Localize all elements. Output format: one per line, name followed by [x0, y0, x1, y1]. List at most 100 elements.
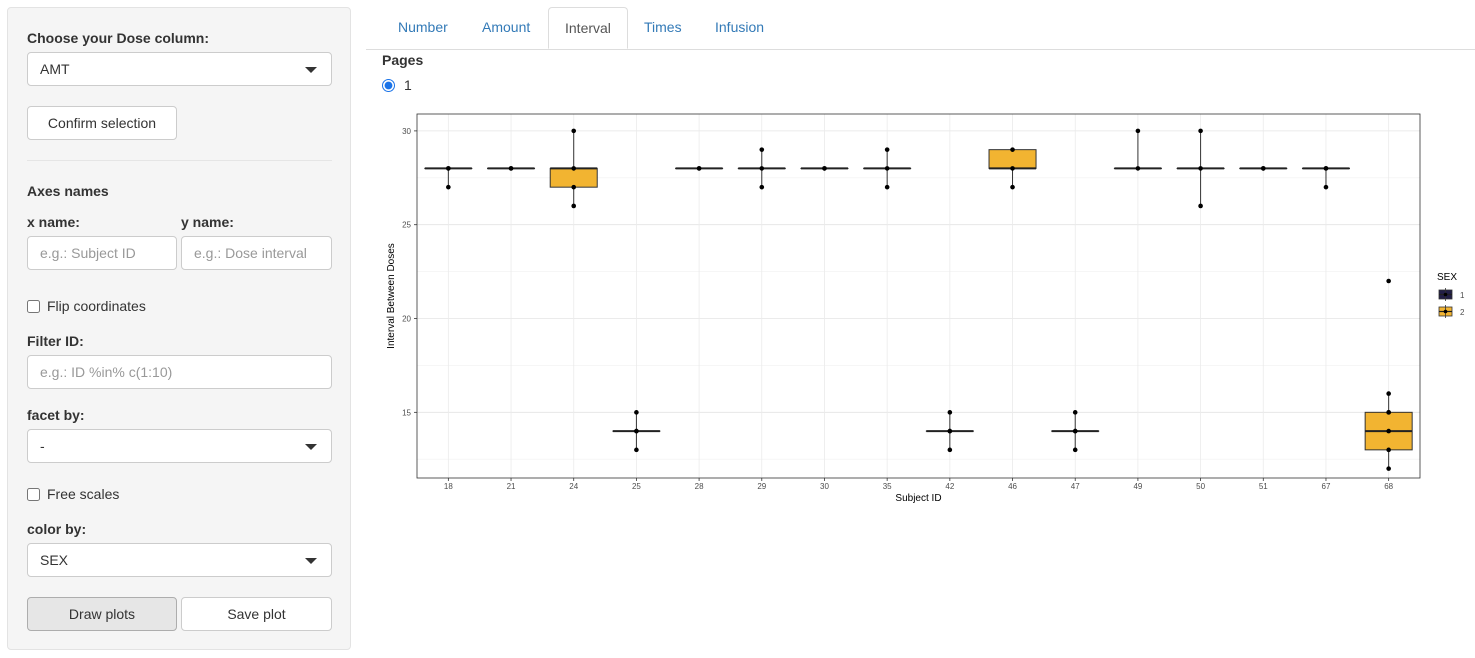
x-axis-title: Subject ID — [895, 493, 941, 504]
x-tick-label: 68 — [1384, 482, 1393, 491]
y-name-input[interactable] — [181, 236, 332, 270]
legend-label-1: 1 — [1460, 291, 1465, 300]
legend-label-2: 2 — [1460, 308, 1465, 317]
tab-times[interactable]: Times — [644, 19, 682, 35]
x-tick-label: 21 — [507, 482, 516, 491]
dose-column-value: AMT — [40, 61, 70, 77]
tab-infusion[interactable]: Infusion — [715, 19, 765, 35]
data-point — [1072, 447, 1078, 453]
free-scales-check[interactable] — [27, 487, 40, 501]
tab-interval[interactable]: Interval — [548, 7, 628, 49]
x-name-label: x name: — [27, 214, 80, 230]
data-point — [634, 428, 639, 434]
flip-coordinates-checkbox[interactable]: Flip coordinates — [27, 298, 146, 314]
data-point — [947, 410, 953, 415]
data-point — [1072, 428, 1078, 434]
data-point — [1010, 147, 1015, 152]
tab-bar: Number Amount Interval Times Infusion — [366, 7, 1475, 50]
x-tick-label: 18 — [444, 482, 453, 491]
x-tick-label: 25 — [632, 482, 641, 491]
y-axis-title: Interval Between Doses — [386, 243, 397, 349]
color-by-value: SEX — [40, 552, 69, 568]
data-point — [446, 184, 451, 190]
data-point — [1386, 391, 1391, 396]
data-point — [1386, 410, 1391, 415]
y-tick-label: 20 — [402, 315, 411, 324]
sidebar-panel: Choose your Dose column: AMT Confirm sel… — [7, 7, 351, 650]
x-tick-label: 49 — [1133, 482, 1142, 491]
x-tick-label: 28 — [695, 482, 704, 491]
page-radio-input[interactable] — [382, 78, 395, 92]
data-point — [884, 147, 890, 152]
confirm-selection-button[interactable]: Confirm selection — [27, 106, 177, 140]
data-point — [947, 447, 953, 453]
data-point — [1135, 166, 1141, 171]
data-point — [634, 410, 639, 415]
data-point — [1386, 466, 1391, 471]
data-point — [1386, 447, 1391, 453]
y-tick-label: 15 — [402, 408, 411, 417]
dose-column-select[interactable]: AMT — [27, 52, 332, 86]
x-tick-label: 47 — [1071, 482, 1080, 491]
data-point — [1198, 203, 1203, 209]
facet-by-label: facet by: — [27, 407, 85, 423]
data-point — [1323, 166, 1329, 171]
page-radio-label: 1 — [404, 77, 412, 93]
data-point — [884, 184, 890, 190]
data-point — [1260, 166, 1266, 171]
free-scales-checkbox[interactable]: Free scales — [27, 486, 119, 502]
data-point — [1010, 184, 1015, 190]
data-point — [446, 166, 451, 171]
data-point — [1010, 166, 1015, 171]
grid-lines — [417, 114, 1420, 478]
filter-id-label: Filter ID: — [27, 333, 84, 349]
data-point — [696, 166, 702, 171]
data-point — [571, 203, 577, 209]
x-tick-label: 51 — [1259, 482, 1268, 491]
data-point — [571, 184, 577, 190]
x-name-input[interactable] — [27, 236, 177, 270]
color-by-select[interactable]: SEX — [27, 543, 332, 577]
data-point — [759, 166, 765, 171]
filter-id-input[interactable] — [27, 355, 332, 389]
axes-layer: 15 20 25 30 18 21 24 25 28 29 30 35 42 46 47 49 50 51 67 68 — [402, 127, 1394, 491]
x-tick-label: 50 — [1196, 482, 1205, 491]
data-point — [822, 166, 827, 171]
x-tick-label: 46 — [1008, 482, 1017, 491]
box-24 — [549, 167, 598, 188]
x-tick-label: 42 — [945, 482, 954, 491]
color-by-label: color by: — [27, 521, 87, 537]
facet-by-value: - — [40, 438, 45, 454]
dose-column-label: Choose your Dose column: — [27, 30, 210, 46]
data-point — [1198, 128, 1203, 134]
flip-coordinates-check[interactable] — [27, 299, 40, 313]
chevron-down-icon — [305, 444, 317, 450]
data-point — [1386, 278, 1391, 284]
facet-by-select[interactable]: - — [27, 429, 332, 463]
data-point — [1135, 128, 1141, 134]
y-tick-label: 25 — [402, 221, 411, 230]
tab-number[interactable]: Number — [398, 19, 448, 35]
flip-coordinates-label: Flip coordinates — [47, 298, 146, 314]
data-point — [1198, 166, 1203, 171]
free-scales-label: Free scales — [47, 486, 120, 502]
boxes-layer — [424, 128, 1413, 471]
box-46 — [988, 149, 1037, 169]
data-point — [1323, 184, 1329, 190]
draw-plots-button[interactable]: Draw plots — [27, 597, 177, 631]
data-point — [884, 166, 890, 171]
tab-amount[interactable]: Amount — [482, 19, 531, 35]
panel-border — [416, 113, 1421, 479]
legend-key-point — [1443, 309, 1448, 314]
chevron-down-icon — [305, 558, 317, 564]
chevron-down-icon — [305, 67, 317, 73]
data-point — [1072, 410, 1078, 415]
x-tick-label: 24 — [569, 482, 578, 491]
x-tick-label: 30 — [820, 482, 829, 491]
legend-title: SEX — [1437, 272, 1457, 283]
page-radio-1[interactable]: 1 — [382, 77, 412, 93]
divider — [27, 160, 332, 161]
save-plot-button[interactable]: Save plot — [181, 597, 332, 631]
